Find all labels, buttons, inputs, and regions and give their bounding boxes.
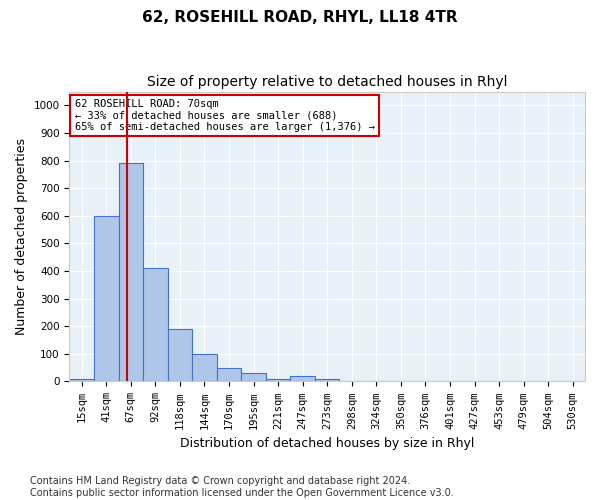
Bar bbox=[119, 164, 143, 382]
Title: Size of property relative to detached houses in Rhyl: Size of property relative to detached ho… bbox=[147, 75, 508, 89]
Text: 62, ROSEHILL ROAD, RHYL, LL18 4TR: 62, ROSEHILL ROAD, RHYL, LL18 4TR bbox=[142, 10, 458, 25]
Bar bbox=[70, 378, 94, 382]
Bar bbox=[241, 373, 266, 382]
Bar bbox=[167, 329, 192, 382]
X-axis label: Distribution of detached houses by size in Rhyl: Distribution of detached houses by size … bbox=[180, 437, 475, 450]
Bar bbox=[143, 268, 167, 382]
Y-axis label: Number of detached properties: Number of detached properties bbox=[15, 138, 28, 335]
Bar bbox=[266, 378, 290, 382]
Text: 62 ROSEHILL ROAD: 70sqm
← 33% of detached houses are smaller (688)
65% of semi-d: 62 ROSEHILL ROAD: 70sqm ← 33% of detache… bbox=[74, 99, 374, 132]
Text: Contains HM Land Registry data © Crown copyright and database right 2024.
Contai: Contains HM Land Registry data © Crown c… bbox=[30, 476, 454, 498]
Bar bbox=[217, 368, 241, 382]
Bar bbox=[290, 376, 315, 382]
Bar bbox=[315, 378, 340, 382]
Bar bbox=[94, 216, 119, 382]
Bar bbox=[192, 354, 217, 382]
